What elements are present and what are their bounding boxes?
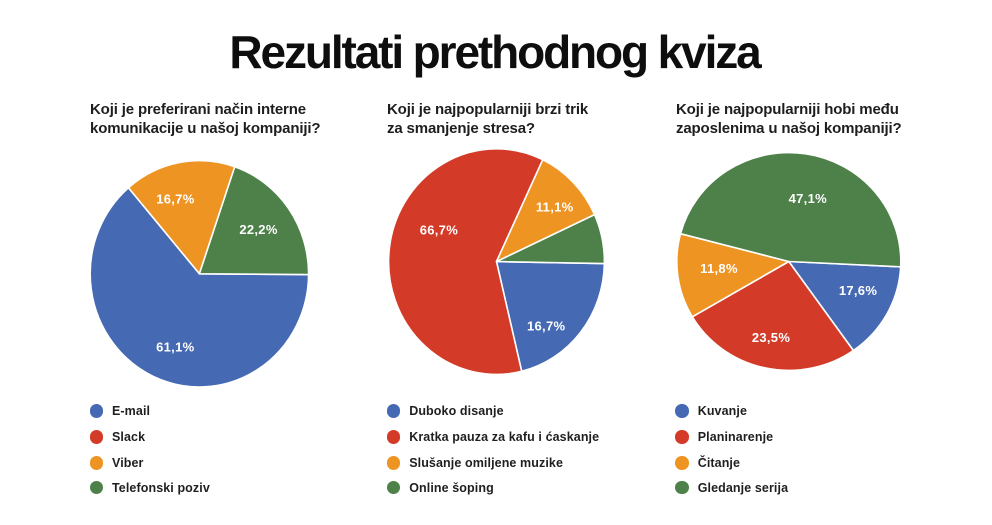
svg-text:17,6%: 17,6% (839, 283, 878, 298)
svg-text:11,8%: 11,8% (700, 261, 738, 276)
svg-text:23,5%: 23,5% (752, 330, 791, 345)
svg-text:66,7%: 66,7% (420, 223, 459, 238)
svg-text:47,1%: 47,1% (789, 191, 828, 206)
svg-text:16,7%: 16,7% (527, 319, 566, 334)
svg-text:16,7%: 16,7% (156, 191, 195, 206)
svg-text:11,1%: 11,1% (536, 200, 574, 215)
svg-text:22,2%: 22,2% (239, 222, 278, 237)
svg-text:61,1%: 61,1% (156, 340, 195, 355)
